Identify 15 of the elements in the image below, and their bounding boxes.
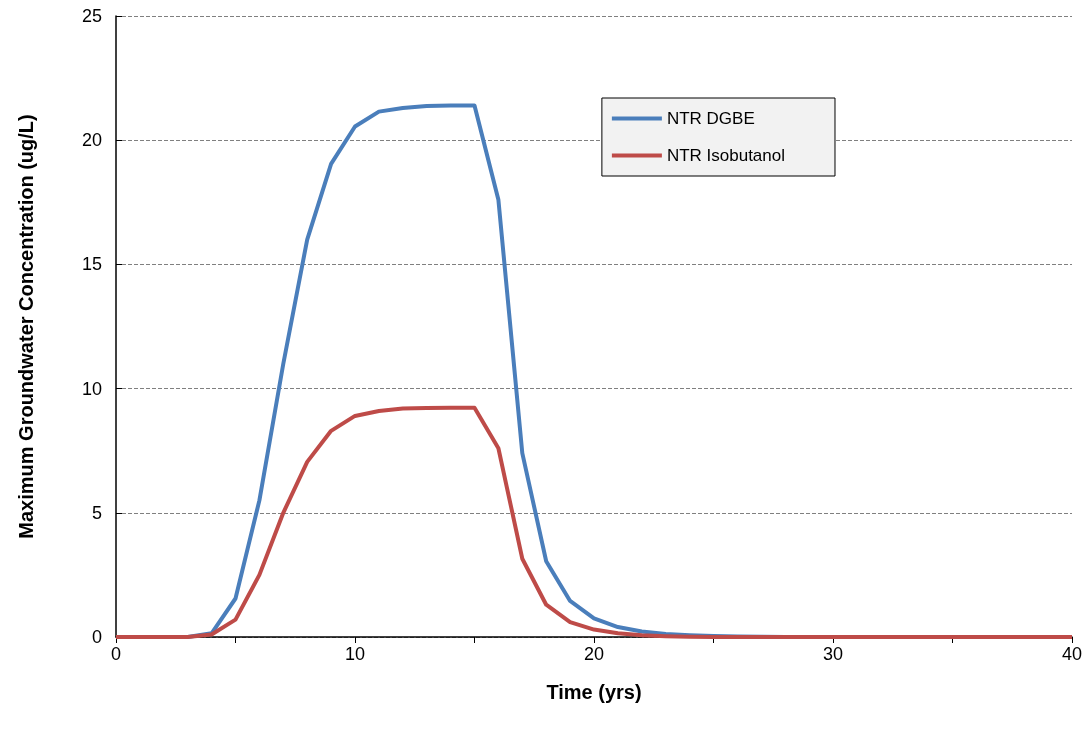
y-axis-title: Maximum Groundwater Concentration (ug/L) [15,114,37,539]
y-tick-label: 5 [91,502,102,523]
y-tick-label: 0 [91,627,102,647]
legend-label: NTR DGBE [666,109,755,128]
y-tick-label: 25 [81,6,102,26]
x-tick-label: 30 [822,644,844,664]
x-tick-label: 10 [344,644,366,664]
y-tick-label: 15 [81,254,102,275]
x-tick-label: 40 [1061,644,1083,664]
legend-label: NTR Isobutanol [666,146,786,165]
y-tick-label: 20 [81,130,102,151]
y-tick-label: 10 [81,378,102,399]
x-axis-title: Time (yrs) [546,681,642,703]
x-tick-label: 0 [110,644,122,664]
x-tick-label: 20 [583,644,605,664]
